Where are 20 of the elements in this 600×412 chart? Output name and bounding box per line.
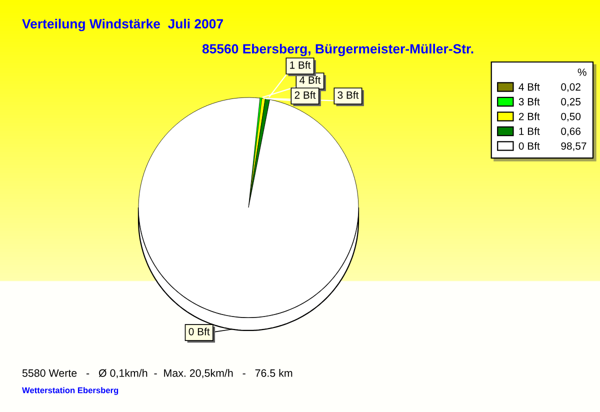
data-label: 98,57 [561, 142, 586, 151]
text: Wetterstation Ebersberg [22, 387, 118, 395]
slice-label: 3 Bft [338, 91, 359, 99]
legend-label: 3 Bft [518, 98, 540, 106]
slice-label: 2 Bft [294, 91, 316, 99]
slice-label: 0 Bft [188, 328, 210, 336]
legend-label: 2 Bft [518, 112, 540, 120]
data-label: 0,50 [561, 112, 581, 122]
chart-title: Verteilung Windstärke Juli 2007 [22, 18, 223, 32]
legend-label: 4 Bft [518, 83, 540, 91]
data-label: 0,66 [561, 128, 580, 136]
legend-label: 1 Bft [519, 127, 540, 135]
chart-subtitle: 85560 Ebersberg, Bürgermeister-Müller-Str. [202, 44, 474, 56]
slice-label: 1 Bft [290, 61, 311, 69]
data-label: 0,25 [561, 98, 581, 107]
legend-label: 0 Bft [518, 142, 540, 150]
slice-label: 4 Bft [300, 76, 321, 84]
data-label: 0,02 [561, 83, 580, 92]
legend-title: % [578, 68, 586, 76]
text: 5580 Werte - Ø 0,1km/h - Max. 20,5km/h - 76.5 km [22, 369, 292, 378]
